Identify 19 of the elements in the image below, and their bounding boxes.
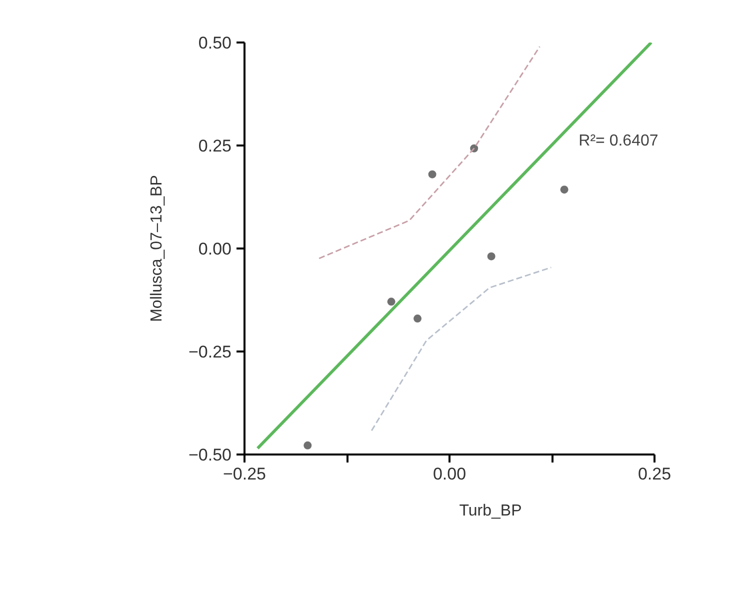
- y-tick-label: 0.25: [198, 136, 232, 156]
- y-tick-label: −0.25: [188, 342, 232, 362]
- x-axis-title: Turb_BP: [459, 502, 522, 520]
- x-tick-label: −0.25: [222, 464, 266, 484]
- point: [560, 186, 568, 194]
- line-series: [370, 266, 552, 432]
- y-axis-title: Mollusca_07–13_BP: [148, 175, 166, 322]
- y-tick-label: 0.00: [198, 240, 232, 258]
- y-tick-label: 0.50: [198, 34, 232, 52]
- y-tick-label: −0.50: [188, 446, 232, 464]
- point: [414, 314, 422, 323]
- annotation: R²= 0.6407: [578, 132, 658, 150]
- point: [428, 170, 436, 178]
- line-series: [318, 46, 540, 260]
- x-tick-label: 0.00: [432, 464, 466, 484]
- point: [387, 298, 396, 306]
- point: [487, 252, 496, 260]
- point: [304, 441, 312, 450]
- x-tick-label: 0.25: [638, 464, 672, 484]
